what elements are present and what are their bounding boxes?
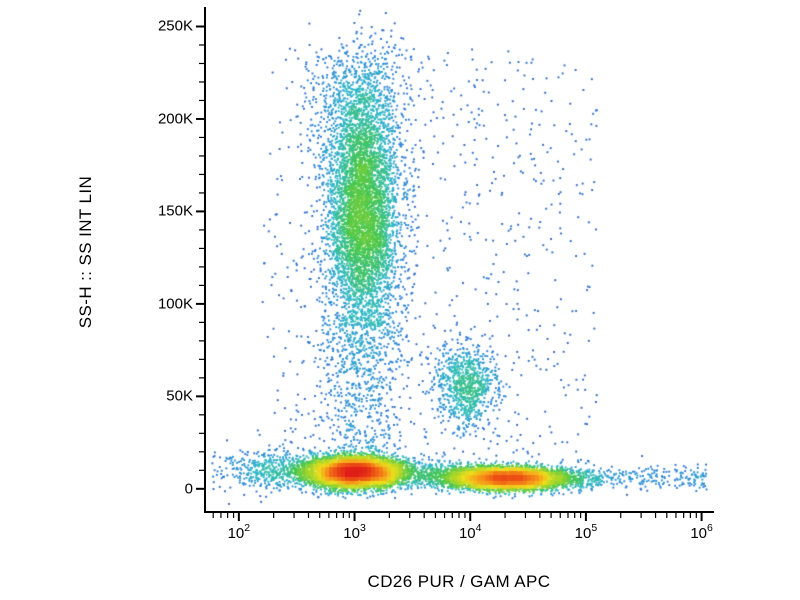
y-tick-label: 0 — [184, 480, 193, 498]
y-tick-label: 100K — [157, 295, 193, 313]
x-tick-label: 104 — [458, 522, 482, 542]
x-tick-label: 103 — [343, 522, 366, 542]
y-tick-label: 200K — [157, 110, 193, 128]
y-tick-label: 150K — [157, 202, 193, 220]
x-tick-label: 106 — [690, 522, 713, 542]
y-tick-label: 250K — [157, 17, 193, 35]
y-axis-label: SS-H :: SS INT LIN — [76, 175, 95, 329]
x-axis-label: CD26 PUR / GAM APC — [367, 572, 551, 591]
x-tick-label: 105 — [574, 522, 598, 542]
plot-canvas — [206, 8, 712, 511]
x-tick-label: 102 — [227, 522, 251, 542]
y-tick-label: 50K — [166, 387, 193, 405]
